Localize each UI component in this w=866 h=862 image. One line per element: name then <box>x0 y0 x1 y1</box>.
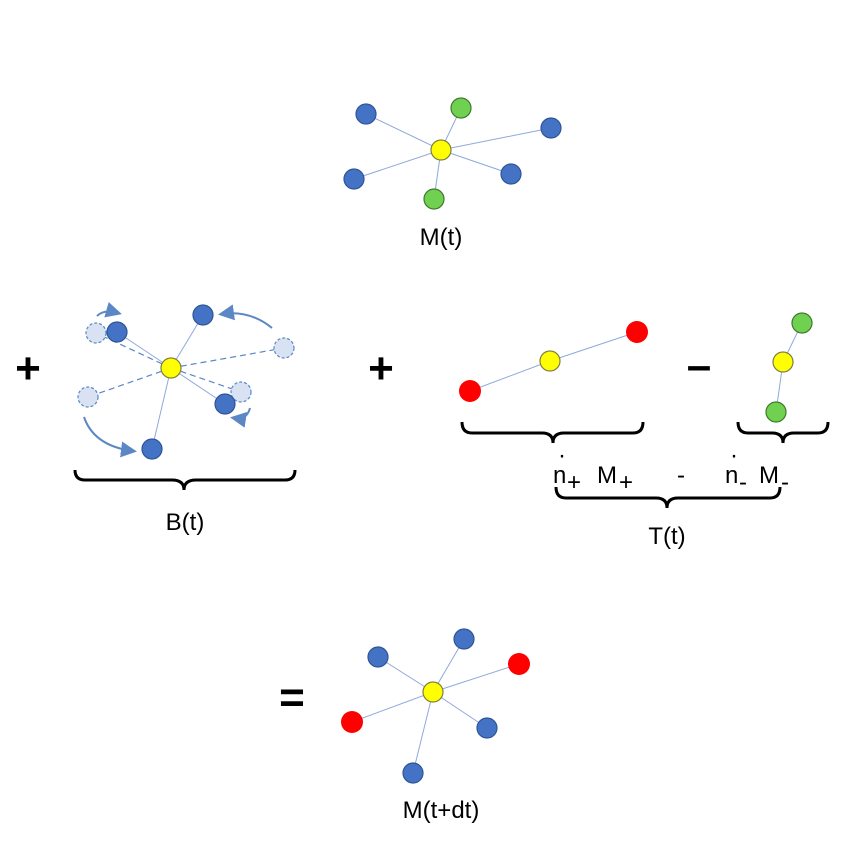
operator-plus-2: + <box>368 344 394 393</box>
brace-minus <box>736 421 830 444</box>
n-minus-symbol: n <box>725 462 738 489</box>
edge-dashed <box>170 367 242 393</box>
node-red <box>626 321 648 343</box>
node-blue <box>500 163 522 185</box>
move-arrows <box>83 302 273 458</box>
node-center <box>539 350 561 372</box>
n-plus-symbol: n <box>553 462 566 489</box>
node-blue <box>106 321 128 343</box>
node-green <box>765 401 787 423</box>
node-blue <box>343 168 365 190</box>
label-final: M(t+dt) <box>403 797 480 824</box>
edge <box>432 663 520 693</box>
graph-birth: B(t) <box>73 302 297 536</box>
node-blue <box>367 646 389 668</box>
node-ghost <box>230 381 252 403</box>
n-plus-subscript: + <box>567 469 581 496</box>
arrow-curved <box>230 407 251 428</box>
brace-plus <box>460 421 645 444</box>
solid-edges <box>116 314 226 450</box>
label-transfer: T(t) <box>648 523 685 550</box>
node-center <box>772 351 794 373</box>
edge <box>377 656 434 693</box>
graph-final: M(t+dt) <box>341 628 530 824</box>
n-minus-dot: · <box>730 442 738 469</box>
arrow-curved <box>83 416 137 458</box>
operator-minus: – <box>687 341 711 390</box>
graph-initial: M(t) <box>343 97 562 251</box>
edge-dashed <box>95 332 172 369</box>
node-blue <box>453 628 475 650</box>
graph-minus <box>736 312 830 444</box>
node-red <box>459 380 481 402</box>
edges-plus <box>469 331 638 392</box>
operator-plus-1: + <box>15 344 41 393</box>
edge <box>365 113 442 151</box>
node-red <box>508 653 530 675</box>
arrow-curved <box>96 302 122 318</box>
edge <box>353 149 442 180</box>
node-blue <box>540 117 562 139</box>
edge <box>440 127 552 151</box>
node-center <box>160 357 182 379</box>
node-ghost <box>77 386 99 408</box>
edge-dashed <box>170 347 285 369</box>
transfer-formula: · n + M + - · n - M - T(t) <box>553 442 789 550</box>
edge <box>432 691 488 729</box>
dashed-edges <box>87 332 285 398</box>
n-plus-dot: · <box>558 442 566 469</box>
node-blue <box>214 393 236 415</box>
edge <box>151 367 172 450</box>
node-green <box>423 188 445 210</box>
node-ghost <box>85 322 107 344</box>
edges-initial <box>353 107 552 200</box>
m-minus-symbol: M <box>759 462 779 489</box>
edge <box>412 691 434 774</box>
node-center <box>430 139 452 161</box>
label-initial: M(t) <box>420 224 463 251</box>
edge <box>469 360 551 392</box>
minus-separator: - <box>677 462 685 489</box>
node-ghost <box>273 337 295 359</box>
edge <box>351 691 434 723</box>
node-blue <box>476 717 498 739</box>
brace-transfer <box>554 486 782 509</box>
node-red <box>341 711 363 733</box>
node-blue <box>192 304 214 326</box>
brace-birth <box>73 469 297 491</box>
m-plus-subscript: + <box>619 469 633 496</box>
m-minus-subscript: - <box>781 469 789 496</box>
n-minus-subscript: - <box>739 469 747 496</box>
node-green <box>450 97 472 119</box>
node-blue <box>355 103 377 125</box>
node-blue <box>402 762 424 784</box>
edge <box>116 331 172 369</box>
node-green <box>791 312 813 334</box>
operator-equals: = <box>279 673 305 722</box>
m-plus-symbol: M <box>597 462 617 489</box>
node-center <box>422 681 444 703</box>
edge <box>549 331 638 362</box>
label-birth: B(t) <box>166 509 205 536</box>
edge-dashed <box>87 367 172 398</box>
edge <box>440 149 512 175</box>
graph-plus <box>459 321 648 444</box>
node-blue <box>141 438 163 460</box>
arrow-curved <box>218 304 273 329</box>
edge <box>170 367 226 405</box>
